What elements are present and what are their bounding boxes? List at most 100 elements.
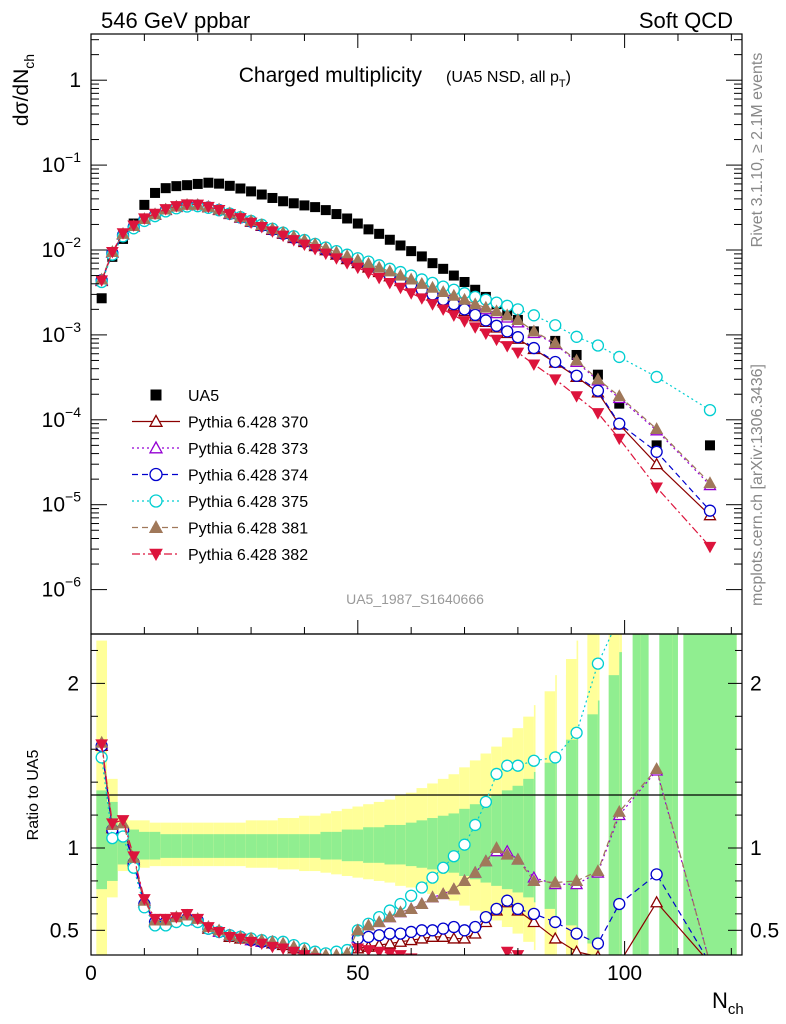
- data-point: [459, 276, 470, 287]
- ratio-point: [437, 922, 450, 935]
- data-point: [234, 213, 247, 225]
- data-point: [308, 244, 322, 256]
- data-point: [383, 264, 397, 277]
- ratio-point: [393, 905, 408, 918]
- band-inner-bin: [523, 778, 534, 898]
- data-point: [182, 180, 193, 191]
- legend-entry: Pythia 6.428 382: [132, 547, 308, 564]
- data-point: [319, 248, 333, 261]
- data-point: [425, 280, 440, 293]
- ratio-point: [331, 959, 342, 969]
- ratio-point: [95, 751, 108, 764]
- ratio-point: [427, 957, 438, 967]
- band-inner-bin: [277, 834, 289, 858]
- data-point: [214, 178, 225, 189]
- ratio-point: [138, 894, 151, 906]
- ratio-point: [549, 751, 562, 764]
- band-inner-bin: [395, 824, 406, 865]
- x-tick-label: 50: [346, 962, 369, 985]
- ratio-point: [310, 946, 320, 955]
- data-point: [490, 319, 503, 332]
- ratio-series-line: [101, 744, 519, 955]
- legend-entry: Pythia 6.428 370: [132, 414, 308, 432]
- xlabel-sub: ch: [728, 1001, 744, 1018]
- ratio-point: [470, 964, 481, 974]
- data-point: [650, 482, 663, 494]
- ratio-point: [448, 960, 459, 970]
- chart-subtitle: (UA5 NSD, all pT): [446, 69, 571, 90]
- legend-marker: [149, 494, 163, 508]
- ratio-point: [436, 930, 450, 942]
- data-point: [489, 304, 504, 317]
- ratio-point: [351, 923, 365, 936]
- data-point: [224, 180, 235, 191]
- legend-entry: Pythia 6.428 374: [132, 468, 308, 485]
- data-point: [570, 391, 583, 403]
- band-inner-bin: [331, 831, 342, 860]
- ratio-point: [234, 933, 247, 946]
- data-point: [244, 217, 258, 229]
- ratio-point: [548, 931, 562, 944]
- data-point: [650, 370, 663, 384]
- legend-marker: [148, 440, 164, 454]
- data-point: [96, 293, 107, 304]
- data-point: [612, 389, 626, 402]
- legend: UA5 Pythia 6.428 370 Pythia 6.428 373 Pythi…: [132, 388, 308, 564]
- ratio-point: [479, 910, 493, 924]
- band-inner-bin: [480, 799, 492, 883]
- data-point: [511, 313, 525, 325]
- ratio-y-tick-label-right: 2: [750, 672, 762, 695]
- ratio-point: [651, 612, 662, 623]
- ratio-point: [404, 933, 418, 946]
- data-point: [479, 300, 493, 313]
- data-point: [255, 222, 269, 234]
- data-point: [278, 196, 289, 207]
- ratio-point: [105, 818, 119, 830]
- data-point: [266, 226, 279, 238]
- ratio-point: [276, 943, 290, 955]
- ratio-point: [372, 929, 386, 942]
- band-inner-bin: [352, 829, 364, 862]
- ratio-plot-series: [95, 612, 709, 977]
- legend-label: Pythia 6.428 382: [188, 547, 308, 564]
- ratio-point: [527, 907, 541, 920]
- ratio-point: [287, 946, 301, 955]
- ratio-point: [394, 927, 407, 940]
- band-inner-bin: [544, 762, 556, 909]
- y-tick-label: 10−5: [42, 489, 82, 517]
- xlabel-main: N: [712, 988, 728, 1013]
- ratio-point: [404, 902, 418, 914]
- data-point: [447, 288, 461, 301]
- ratio-point: [202, 922, 215, 934]
- band-inner-bin: [373, 827, 385, 863]
- data-point: [703, 541, 717, 554]
- data-point: [490, 334, 503, 347]
- data-point: [351, 262, 365, 275]
- ratio-point: [491, 967, 502, 977]
- data-point: [192, 178, 203, 189]
- legend-entry: Pythia 6.428 381: [132, 520, 308, 538]
- data-point: [298, 239, 311, 252]
- ratio-y-tick-label: 0.5: [50, 919, 79, 942]
- ratio-point: [457, 931, 472, 944]
- y-tick-label: 10−3: [42, 319, 82, 347]
- ratio-point: [527, 874, 541, 886]
- data-point: [548, 336, 562, 349]
- band-inner-bin: [288, 834, 300, 858]
- ratio-point: [591, 937, 605, 950]
- data-point: [426, 299, 439, 311]
- band-inner-bin: [192, 834, 204, 858]
- ratio-point: [415, 897, 429, 910]
- ratio-point: [447, 850, 461, 863]
- ratio-point: [511, 759, 525, 772]
- ratio-point: [426, 871, 439, 884]
- ratio-point: [426, 924, 439, 937]
- y-tick-label: 10−2: [42, 234, 82, 262]
- data-point: [127, 220, 141, 232]
- data-point: [458, 316, 471, 328]
- band-inner-bin: [512, 785, 524, 893]
- data-point: [468, 297, 482, 310]
- data-point: [352, 218, 363, 229]
- data-point: [246, 186, 257, 197]
- ratio-point: [511, 902, 525, 916]
